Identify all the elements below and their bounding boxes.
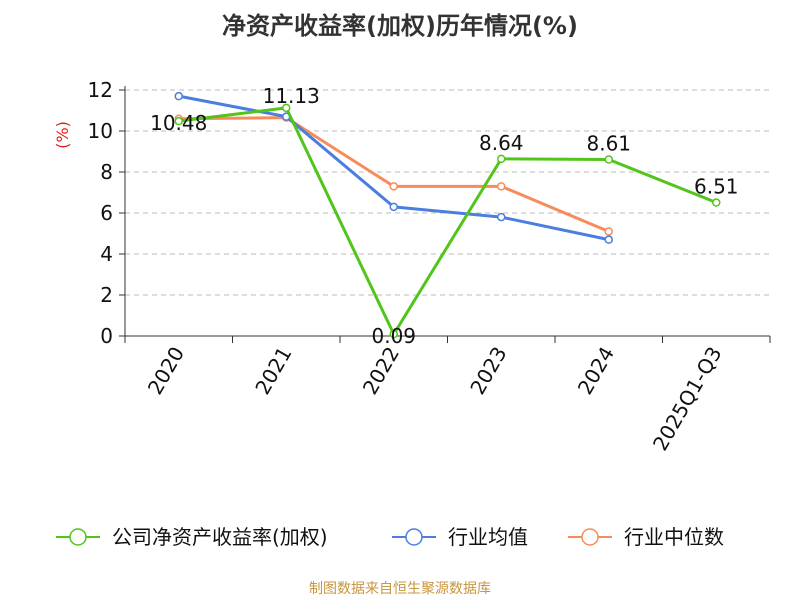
y-tick-label: 2 bbox=[100, 283, 113, 307]
data-label: 8.61 bbox=[586, 131, 631, 155]
source-note: 制图数据来自恒生聚源数据库 bbox=[309, 581, 491, 597]
series-layer bbox=[174, 91, 721, 339]
legend-label: 公司净资产收益率(加权) bbox=[112, 525, 328, 549]
series-point bbox=[389, 329, 398, 339]
x-tick-label: 2020 bbox=[143, 343, 189, 399]
x-tick-label: 2021 bbox=[250, 343, 296, 399]
x-tick-label: 2024 bbox=[573, 343, 619, 399]
chart-title: 净资产收益率(加权)历年情况(%) bbox=[222, 12, 578, 40]
grid-layer bbox=[125, 89, 770, 296]
y-tick-label: 0 bbox=[100, 324, 113, 348]
series-point bbox=[282, 103, 291, 113]
x-tick-label: 2022 bbox=[358, 343, 404, 399]
data-label: 10.48 bbox=[150, 111, 207, 135]
legend-label: 行业中位数 bbox=[624, 525, 724, 549]
y-tick-label: 10 bbox=[88, 119, 113, 143]
label-layer: 10.48 11.13 0.09 8.64 8.61 6.51 bbox=[150, 84, 738, 348]
y-tick-label: 6 bbox=[100, 201, 113, 225]
series-point bbox=[497, 182, 506, 191]
series-point bbox=[604, 155, 613, 164]
legend-marker bbox=[581, 528, 599, 546]
legend: 公司净资产收益率(加权) 行业均值 行业中位数 bbox=[56, 525, 724, 549]
series-point bbox=[604, 227, 613, 236]
series-point bbox=[712, 198, 721, 207]
y-tick-label: 12 bbox=[88, 78, 113, 102]
series-point bbox=[174, 116, 183, 126]
legend-marker bbox=[69, 528, 87, 546]
series-point bbox=[174, 91, 183, 101]
data-label: 0.09 bbox=[371, 324, 416, 348]
x-tick-label: 2023 bbox=[465, 343, 511, 399]
series-point bbox=[497, 154, 506, 164]
series-line bbox=[178, 106, 717, 336]
data-label: 11.13 bbox=[263, 84, 320, 108]
y-tick-label: 4 bbox=[100, 242, 113, 266]
data-label: 8.64 bbox=[479, 131, 524, 155]
series-line bbox=[178, 116, 610, 233]
legend-marker bbox=[405, 528, 423, 546]
series-point bbox=[497, 212, 506, 222]
series-point bbox=[389, 182, 398, 191]
legend-label: 行业均值 bbox=[448, 525, 528, 549]
y-axis-unit-label: (%) bbox=[53, 121, 72, 149]
data-label: 6.51 bbox=[694, 175, 739, 199]
x-tick-label: 2025Q1-Q3 bbox=[648, 343, 727, 455]
y-tick-label: 8 bbox=[100, 160, 113, 184]
series-point bbox=[389, 202, 398, 212]
series-point bbox=[604, 235, 613, 244]
